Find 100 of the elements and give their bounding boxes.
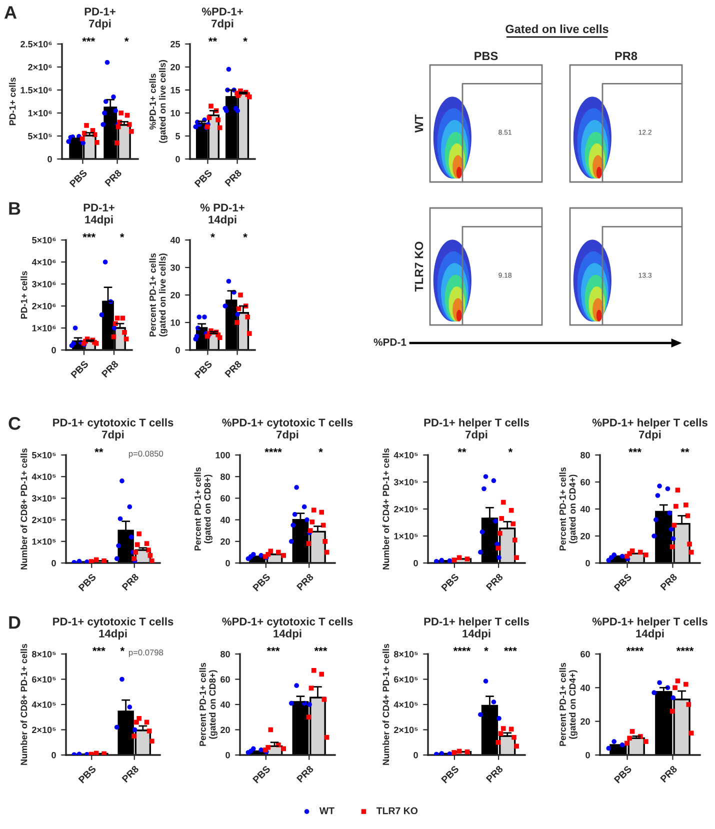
y-tick-label: 40: [580, 506, 590, 512]
x-tick-label: PR8: [122, 573, 140, 591]
y-tick-label: 80: [220, 474, 230, 480]
y-tick-label: 2×10⁵: [32, 516, 56, 524]
y-tick-label: 80: [220, 650, 230, 658]
text: *: [120, 233, 124, 238]
y-tick-label: 1×10⁵: [394, 532, 418, 540]
y-tick-label: 40: [220, 516, 230, 524]
y-axis-title: Percent PD-1+ cells (gated on CD4+): [559, 467, 578, 550]
y-axis-title: Number of CD4+ PD-1+ cells: [382, 644, 390, 765]
y-axis-title: Percent PD-1+ cells (gated on live cells): [149, 253, 168, 336]
y-tick-label: 0: [52, 346, 56, 354]
y-tick-label: 1×10⁵: [32, 538, 56, 545]
y-tick-label: 2.5×10⁶: [20, 40, 52, 48]
annotation: p=0.0850: [128, 450, 164, 458]
y-axis-title: PD-1+ cells: [9, 78, 16, 126]
y-tick-label: 60: [580, 650, 590, 658]
x-tick-label: PR8: [122, 765, 140, 783]
y-tick-label: 0: [226, 560, 230, 566]
category-label: WT: [414, 114, 424, 133]
category-label: PR8: [615, 52, 638, 60]
y-tick-label: 2×10⁵: [32, 726, 56, 734]
text: ****: [453, 647, 471, 652]
y-tick-label: 60: [220, 676, 230, 683]
chart-title: PD-1+ cytotoxic T cells 7dpi: [53, 418, 174, 441]
y-tick-label: 3×10⁵: [394, 478, 418, 486]
y-axis-title: Number of CD4+ PD-1+ cells: [382, 448, 390, 570]
y-tick-label: 4×10⁵: [394, 701, 418, 708]
chart-title: PD-1+ helper T cells 7dpi: [424, 418, 529, 441]
y-tick-label: 15: [170, 87, 180, 94]
y-tick-label: 100: [216, 452, 230, 458]
y-tick-label: 5×10⁵: [28, 132, 52, 140]
y-tick-label: 0: [48, 156, 52, 162]
text: **: [208, 38, 218, 42]
y-tick-label: 3×10⁵: [32, 495, 56, 502]
y-tick-label: 25: [170, 40, 180, 48]
x-tick-label: PR8: [660, 573, 678, 591]
y-tick-label: 0: [176, 346, 180, 354]
text: %PD-1: [374, 338, 406, 346]
x-tick-label: PR8: [224, 360, 242, 378]
chart-title: %PD-1+ cytotoxic T cells 14dpi: [222, 617, 353, 640]
y-tick-label: 60: [580, 478, 590, 486]
text: ***: [628, 448, 642, 452]
category-label: PBS: [474, 52, 498, 60]
text: *: [120, 647, 125, 652]
x-tick-label: PR8: [104, 169, 122, 187]
chart-title: PD-1+ cytotoxic T cells 14dpi: [53, 617, 174, 640]
text: ***: [266, 647, 280, 652]
y-axis-title: Number of CD8+ PD-1+ cells: [20, 448, 28, 570]
chart-title: PD-1+ 7dpi: [84, 8, 116, 30]
y-tick-label: 8×10⁵: [32, 650, 56, 658]
x-tick-label: PR8: [296, 573, 314, 591]
x-tick-label: PR8: [224, 169, 242, 187]
y-tick-label: 20: [220, 726, 230, 734]
y-tick-label: 40: [220, 701, 230, 708]
y-tick-label: 1.5×10⁶: [20, 86, 52, 94]
text: *: [508, 448, 513, 452]
y-tick-label: 40: [170, 236, 180, 244]
text: *: [124, 38, 129, 42]
y-tick-label: 20: [170, 292, 180, 298]
y-tick-label: 80: [580, 452, 590, 458]
y-tick-label: 4×10⁵: [32, 474, 56, 480]
y-axis-title: %PD-1+ cells (gated on live cells): [149, 60, 168, 143]
chart-title: %PD-1+ helper T cells 14dpi: [592, 617, 708, 640]
y-tick-label: 5×10⁵: [32, 452, 56, 458]
chart-title: % PD-1+ 14dpi: [200, 204, 244, 226]
x-tick-label: PR8: [660, 765, 678, 783]
y-axis-title: Number of CD8+ PD-1+ cells: [20, 644, 28, 765]
y-tick-label: 5: [176, 133, 180, 140]
text: ***: [82, 233, 96, 238]
text: *: [243, 233, 248, 238]
chart-title: %PD-1+ cytotoxic T cells 7dpi: [222, 418, 353, 441]
legend-label: TLR7 KO: [376, 807, 418, 814]
y-tick-label: 0: [226, 752, 230, 758]
y-tick-label: 0: [586, 752, 590, 758]
y-tick-label: 0: [52, 752, 56, 758]
y-tick-label: 8×10⁵: [394, 650, 418, 658]
y-tick-label: 4×10⁵: [394, 452, 418, 458]
y-axis-title: Percent PD-1+ cells (gated on CD4+): [559, 662, 578, 746]
y-tick-label: 10: [170, 110, 180, 116]
y-tick-label: 20: [170, 64, 180, 70]
y-tick-label: 6×10⁵: [32, 676, 56, 683]
chart-title: PD-1+ 14dpi: [84, 204, 114, 226]
x-tick-label: PR8: [486, 573, 504, 591]
chart-title: PD-1+ helper T cells 14dpi: [424, 617, 529, 640]
text: **: [458, 448, 466, 452]
y-tick-label: 10: [170, 319, 180, 326]
text: ****: [626, 647, 644, 652]
text: ****: [264, 448, 282, 452]
y-tick-label: 60: [220, 495, 230, 502]
y-tick-label: 4×10⁵: [32, 701, 56, 708]
text: *: [484, 647, 488, 652]
text: D: [9, 616, 20, 629]
text: **: [680, 448, 690, 452]
y-tick-label: 0: [52, 560, 56, 566]
y-tick-label: 30: [170, 264, 180, 271]
y-tick-label: 3×10⁶: [32, 280, 56, 288]
y-tick-label: 0: [176, 156, 180, 162]
y-tick-label: 40: [580, 684, 590, 692]
text: B: [9, 202, 20, 215]
